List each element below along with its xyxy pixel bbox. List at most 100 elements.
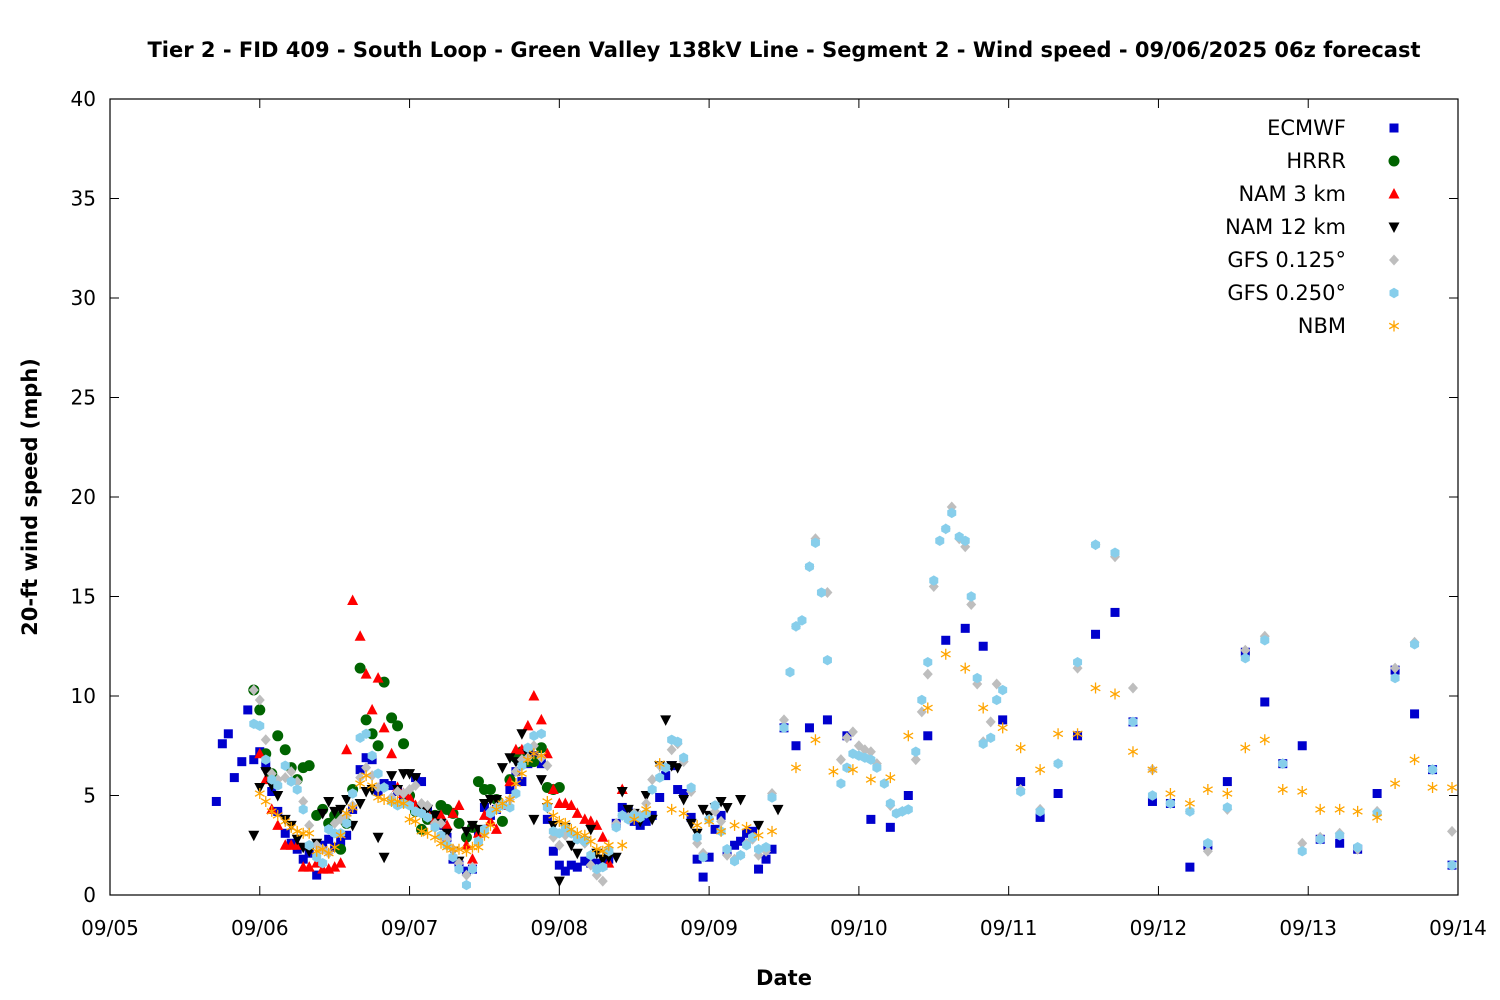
data-point [1165, 788, 1176, 800]
legend-entry-label: NAM 3 km [1238, 182, 1346, 206]
data-point [279, 744, 291, 756]
data-point [847, 726, 858, 738]
y-tick-label: 35 [71, 187, 96, 211]
axis-ticks: 09/05 09/06 09/07 09/08 09/09 09/10 09/11 09/12… [71, 87, 1487, 940]
data-point [692, 819, 703, 831]
data-point [1090, 682, 1101, 694]
data-point [466, 820, 478, 832]
data-point [655, 792, 665, 802]
data-point [404, 813, 415, 825]
y-tick-label: 40 [71, 87, 96, 111]
data-point [1222, 788, 1233, 800]
data-point [398, 797, 409, 809]
data-point [1110, 547, 1120, 558]
data-point [679, 752, 689, 763]
data-point [1297, 741, 1307, 751]
data-point [1053, 789, 1063, 799]
legend-entry-label: NBM [1298, 314, 1346, 338]
data-point [673, 785, 683, 795]
data-point [698, 872, 708, 882]
data-point [923, 731, 933, 741]
data-point [211, 796, 221, 806]
data-point [298, 795, 309, 807]
data-point [373, 768, 383, 779]
data-point [248, 684, 259, 696]
data-point [1109, 688, 1121, 700]
data-point [1259, 734, 1270, 746]
data-point [1297, 786, 1308, 798]
data-point [372, 672, 384, 683]
data-point [360, 787, 372, 798]
data-point [1053, 728, 1064, 740]
data-point [1185, 806, 1195, 817]
data-point [730, 840, 740, 850]
data-point [941, 635, 951, 645]
data-point [1073, 656, 1083, 668]
data-point [722, 844, 732, 855]
y-tick-label: 30 [71, 286, 96, 310]
data-point [866, 754, 876, 765]
data-point [460, 826, 472, 838]
data-point [865, 746, 876, 758]
data-point [1315, 803, 1326, 815]
data-point [373, 791, 384, 803]
data-point [678, 794, 690, 806]
data-point [528, 748, 539, 760]
data-point [542, 760, 553, 772]
data-point [286, 766, 297, 778]
data-point [1352, 805, 1363, 817]
data-point [1053, 758, 1063, 769]
data-point [791, 621, 801, 632]
data-point [1297, 837, 1308, 849]
data-point [661, 762, 671, 773]
data-point [405, 800, 415, 811]
data-point [585, 824, 597, 836]
data-point [298, 804, 308, 815]
y-tick-label: 25 [71, 386, 96, 410]
x-tick-label: 09/09 [680, 916, 738, 940]
data-point [935, 535, 945, 546]
data-point [329, 806, 341, 818]
data-point [312, 851, 322, 863]
data-point [655, 772, 665, 783]
data-point [341, 743, 353, 755]
data-point [335, 857, 347, 868]
data-point [742, 840, 752, 851]
data-point [547, 783, 559, 795]
legend-marker [1389, 254, 1399, 266]
data-point [836, 778, 846, 789]
data-point [597, 831, 609, 842]
data-point [1035, 812, 1045, 822]
data-point [303, 846, 315, 858]
data-point [804, 723, 814, 733]
legend-marker [1389, 287, 1399, 299]
data-point [347, 801, 358, 813]
data-point [1390, 672, 1400, 684]
data-point [772, 804, 784, 816]
data-point [1184, 797, 1195, 809]
data-point [572, 862, 582, 872]
data-point [335, 843, 347, 855]
data-point [254, 788, 265, 800]
legend-marker [1388, 222, 1400, 233]
data-point [472, 776, 484, 788]
data-point [748, 832, 758, 843]
data-point [1016, 786, 1026, 797]
data-point [629, 813, 640, 825]
x-tick-label: 09/07 [381, 916, 439, 940]
data-point [998, 684, 1008, 696]
data-point [641, 797, 652, 809]
data-point [410, 780, 421, 792]
data-point [386, 712, 398, 724]
data-point [1410, 709, 1420, 719]
data-point [272, 730, 284, 742]
data-point [1335, 830, 1345, 841]
legend-entry-label: NAM 12 km [1225, 215, 1346, 239]
data-point [923, 656, 933, 668]
data-point [298, 854, 308, 864]
data-point [761, 842, 771, 853]
data-point [1278, 758, 1288, 769]
data-point [1127, 682, 1138, 694]
data-point [903, 791, 913, 800]
data-point [423, 812, 433, 823]
